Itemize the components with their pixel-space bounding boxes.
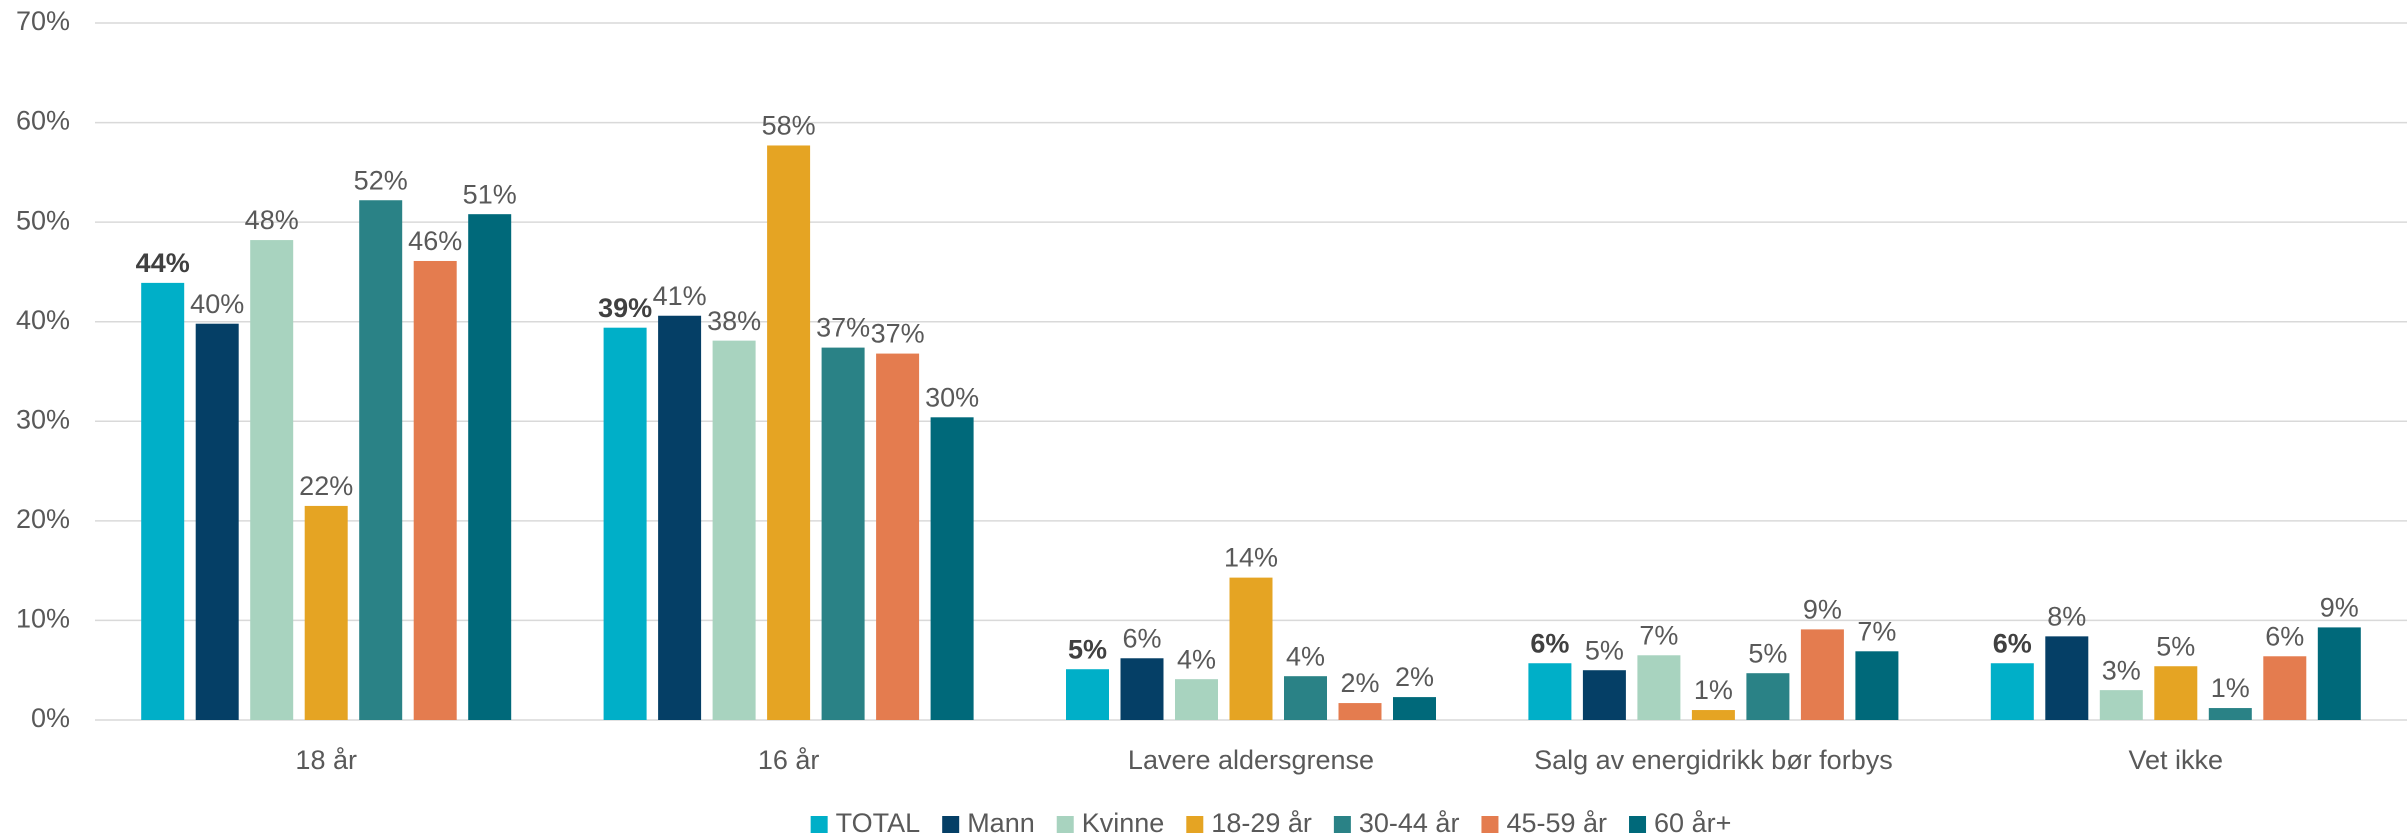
data-label: 7% [1639, 620, 1678, 650]
bar [1800, 629, 1844, 720]
bar [1284, 676, 1327, 720]
data-label: 5% [1585, 635, 1624, 665]
bar [876, 353, 920, 720]
data-label: 37% [871, 319, 925, 349]
bar [2317, 627, 2361, 720]
bar [767, 145, 811, 721]
data-label: 38% [707, 306, 761, 336]
data-label: 9% [1803, 595, 1842, 625]
y-tick-label: 70% [16, 6, 70, 36]
bar [1582, 670, 1626, 720]
data-label: 39% [598, 293, 652, 323]
data-label: 14% [1224, 543, 1278, 573]
data-label: 6% [2265, 621, 2304, 651]
bar [141, 282, 185, 720]
x-tick-label: 16 år [758, 745, 820, 775]
data-label: 7% [1857, 616, 1896, 646]
data-label: 3% [2102, 655, 2141, 685]
data-label: 30% [925, 382, 979, 412]
data-label: 5% [1068, 634, 1107, 664]
legend-swatch [1481, 816, 1499, 833]
y-tick-label: 50% [16, 205, 70, 235]
data-label: 4% [1177, 644, 1216, 674]
legend-label: 45-59 år [1506, 808, 1607, 838]
legend-label: 60 år+ [1654, 808, 1731, 838]
data-label: 6% [1993, 628, 2032, 658]
bar [2208, 708, 2252, 720]
bar [712, 340, 756, 720]
bar [1746, 673, 1790, 720]
data-label: 41% [653, 281, 707, 311]
bar [468, 214, 512, 721]
bar [359, 200, 403, 721]
data-label: 48% [245, 205, 299, 235]
y-tick-label: 60% [16, 106, 70, 136]
bar [1691, 710, 1735, 720]
legend-label: Mann [967, 808, 1035, 838]
y-tick-label: 40% [16, 305, 70, 335]
legend-label: TOTAL [836, 808, 921, 838]
bar [1637, 655, 1681, 720]
legend-swatch [1333, 816, 1351, 833]
legend-label: Kvinne [1082, 808, 1165, 838]
bar [1528, 663, 1572, 720]
bar [603, 327, 647, 720]
legend-swatch [942, 816, 960, 833]
bar [1855, 651, 1899, 720]
data-label: 22% [299, 471, 353, 501]
bar [195, 323, 239, 720]
legend-swatch [810, 816, 828, 833]
data-label: 2% [1340, 668, 1379, 698]
data-label: 58% [762, 111, 816, 141]
x-tick-label: Lavere aldersgrense [1128, 745, 1374, 775]
data-label: 52% [354, 165, 408, 195]
data-label: 44% [136, 248, 190, 278]
data-label: 1% [2211, 673, 2250, 703]
legend-label: 30-44 år [1359, 808, 1460, 838]
bar [1120, 658, 1164, 720]
bar [658, 315, 702, 720]
y-tick-label: 0% [31, 703, 70, 733]
legend-swatch [1629, 816, 1647, 833]
bar [1393, 697, 1436, 720]
y-tick-label: 20% [16, 504, 70, 534]
data-label: 5% [2156, 631, 2195, 661]
data-label: 8% [2047, 601, 2086, 631]
bar [1990, 663, 2034, 720]
data-label: 6% [1122, 623, 1161, 653]
data-label: 1% [1694, 675, 1733, 705]
bar [1066, 669, 1109, 720]
bar [930, 417, 974, 720]
x-tick-label: Salg av energidrikk bør forbys [1534, 745, 1893, 775]
bar [2099, 690, 2143, 720]
data-label: 5% [1748, 638, 1787, 668]
bar [2263, 656, 2307, 720]
bar [250, 240, 294, 720]
legend-swatch [1186, 816, 1204, 833]
bar [2154, 666, 2198, 720]
bar [821, 347, 865, 720]
data-label: 9% [2320, 593, 2359, 623]
data-label: 40% [190, 289, 244, 319]
bar [2045, 636, 2089, 720]
data-label: 51% [463, 179, 517, 209]
legend-label: 18-29 år [1211, 808, 1312, 838]
data-label: 37% [816, 313, 870, 343]
y-tick-label: 30% [16, 404, 70, 434]
data-label: 4% [1286, 641, 1325, 671]
data-label: 6% [1530, 628, 1569, 658]
bar [1175, 679, 1218, 720]
bar [413, 260, 457, 720]
bar [304, 505, 348, 720]
legend-swatch [1056, 816, 1074, 833]
x-tick-label: 18 år [295, 745, 357, 775]
bar [1229, 577, 1273, 720]
bar [1338, 703, 1382, 720]
data-label: 2% [1395, 662, 1434, 692]
data-label: 46% [408, 226, 462, 256]
x-tick-label: Vet ikke [2129, 745, 2224, 775]
y-tick-label: 10% [16, 604, 70, 634]
